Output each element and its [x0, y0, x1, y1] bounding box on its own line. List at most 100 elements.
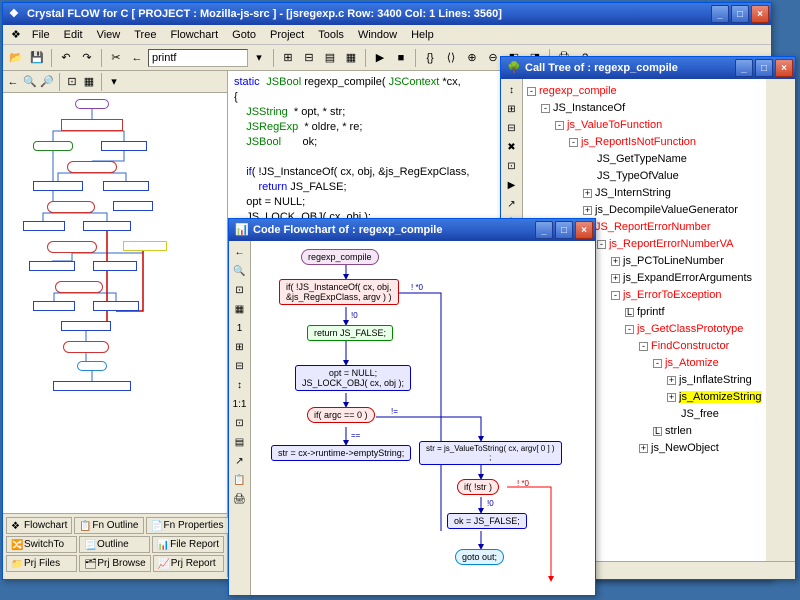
tb-btn-6[interactable]: ■ [391, 48, 411, 68]
ct-sb-7[interactable]: ↗ [503, 195, 521, 213]
fc-block3[interactable]: str = js_ValueToString( cx, argv[ 0 ] ) … [419, 441, 562, 465]
search-dropdown-icon[interactable]: ▾ [249, 48, 269, 68]
fc-sb-14[interactable]: 🖨 [231, 490, 249, 508]
expand-icon[interactable]: L [653, 427, 662, 436]
search-input[interactable]: printf [148, 49, 248, 67]
mini-shape[interactable] [33, 181, 83, 191]
fc-block2[interactable]: str = cx->runtime->emptyString; [271, 445, 411, 461]
tree-node[interactable]: -js_ReportIsNotFunction [527, 134, 762, 151]
ct-sb-3[interactable]: ⊟ [503, 119, 521, 137]
cut-icon[interactable]: ✂ [106, 48, 126, 68]
tree-node[interactable]: +js_DecompileValueGenerator [527, 202, 762, 219]
tab-switchto[interactable]: 🔀SwitchTo [6, 536, 77, 553]
expand-icon[interactable]: - [541, 104, 550, 113]
tree-node[interactable]: JS_GetTypeName [527, 151, 762, 168]
ct-sb-6[interactable]: ▶ [503, 176, 521, 194]
mini-shape[interactable] [53, 381, 131, 391]
undo-icon[interactable]: ↶ [56, 48, 76, 68]
flowchart-canvas[interactable]: regexp_compile if( !JS_InstanceOf( cx, o… [251, 241, 595, 595]
fc-start[interactable]: regexp_compile [301, 249, 379, 265]
mini-shape[interactable] [83, 221, 131, 231]
expand-icon[interactable]: + [611, 257, 620, 266]
tab-outline[interactable]: 📃Outline [79, 536, 150, 553]
expand-icon[interactable]: + [639, 444, 648, 453]
tb-btn-3[interactable]: ▤ [320, 48, 340, 68]
fc-sb-9[interactable]: 1:1 [231, 395, 249, 413]
tree-node[interactable]: -JS_InstanceOf [527, 100, 762, 117]
mini-shape[interactable] [113, 201, 153, 211]
menu-file[interactable]: File [25, 27, 57, 43]
menu-tools[interactable]: Tools [311, 27, 351, 43]
expand-icon[interactable]: + [583, 189, 592, 198]
fc-close-button[interactable]: × [575, 221, 593, 239]
mini-shape[interactable] [47, 241, 97, 253]
back-icon[interactable]: ← [127, 48, 147, 68]
mini-shape[interactable] [101, 141, 147, 151]
dropdown-icon[interactable]: ▾ [106, 74, 122, 90]
mini-shape[interactable] [103, 181, 149, 191]
zoom-out-icon[interactable]: 🔎 [39, 74, 55, 90]
mini-shape[interactable] [93, 301, 139, 311]
open-icon[interactable]: 📂 [6, 48, 26, 68]
fc-cond2[interactable]: if( argc == 0 ) [307, 407, 375, 423]
ct-min-button[interactable]: _ [735, 59, 753, 77]
expand-icon[interactable]: - [653, 359, 662, 368]
mini-shape[interactable] [55, 281, 103, 293]
tb-btn-7[interactable]: {} [420, 48, 440, 68]
menu-flowchart[interactable]: Flowchart [163, 27, 225, 43]
mini-shape[interactable] [77, 361, 107, 371]
mini-shape[interactable] [33, 301, 75, 311]
menu-window[interactable]: Window [351, 27, 404, 43]
fc-sb-13[interactable]: 📋 [231, 471, 249, 489]
mini-shape[interactable] [61, 321, 111, 331]
tree-node[interactable]: -js_ValueToFunction [527, 117, 762, 134]
mini-shape[interactable] [63, 341, 109, 353]
tab-prj-report[interactable]: 📈Prj Report [153, 555, 224, 572]
fit-icon[interactable]: ⊡ [64, 74, 80, 90]
menu-goto[interactable]: Goto [225, 27, 263, 43]
tree-node[interactable]: JS_TypeOfValue [527, 168, 762, 185]
tab-prj-browse[interactable]: 🗂Prj Browse [79, 555, 150, 572]
flowchart-titlebar[interactable]: 📊 Code Flowchart of : regexp_compile _ □… [229, 219, 595, 241]
fc-cond3[interactable]: if( !str ) [457, 479, 499, 495]
expand-icon[interactable]: L [625, 308, 634, 317]
menu-help[interactable]: Help [404, 27, 441, 43]
tb-btn-8[interactable]: ⟨⟩ [441, 48, 461, 68]
tab-fn-outline[interactable]: 📋Fn Outline [74, 517, 143, 534]
mini-shape[interactable] [93, 261, 137, 271]
fc-ret1[interactable]: return JS_FALSE; [307, 325, 393, 341]
ct-sb-1[interactable]: ↕ [503, 81, 521, 99]
tb-btn-5[interactable]: ▶ [370, 48, 390, 68]
expand-icon[interactable]: - [625, 325, 634, 334]
menu-tree[interactable]: Tree [127, 27, 163, 43]
tab-prj-files[interactable]: 📁Prj Files [6, 555, 77, 572]
menu-edit[interactable]: Edit [57, 27, 90, 43]
tab-file-report[interactable]: 📊File Report [152, 536, 224, 553]
save-icon[interactable]: 💾 [27, 48, 47, 68]
nav-back-icon[interactable]: ← [5, 74, 21, 90]
expand-icon[interactable]: + [583, 206, 592, 215]
fc-sb-7[interactable]: ⊟ [231, 357, 249, 375]
mini-shape[interactable] [23, 221, 65, 231]
ct-sb-5[interactable]: ⊡ [503, 157, 521, 175]
ct-sb-2[interactable]: ⊞ [503, 100, 521, 118]
menu-project[interactable]: Project [263, 27, 311, 43]
calltree-titlebar[interactable]: 🌳 Call Tree of : regexp_compile _ □ × [501, 57, 795, 79]
expand-icon[interactable]: - [555, 121, 564, 130]
expand-icon[interactable]: + [667, 393, 676, 402]
minimize-button[interactable]: _ [711, 5, 729, 23]
fc-min-button[interactable]: _ [535, 221, 553, 239]
tab-flowchart[interactable]: ❖Flowchart [6, 517, 72, 534]
overview-flowchart[interactable] [3, 93, 227, 513]
fc-sb-1[interactable]: ← [231, 243, 249, 261]
grid-icon[interactable]: ▦ [81, 74, 97, 90]
tb-btn-9[interactable]: ⊕ [462, 48, 482, 68]
fc-block4[interactable]: ok = JS_FALSE; [447, 513, 527, 529]
mini-shape[interactable] [123, 241, 167, 251]
mini-shape[interactable] [75, 99, 109, 109]
fc-sb-2[interactable]: 🔍 [231, 262, 249, 280]
mini-shape[interactable] [61, 119, 123, 131]
fc-goto[interactable]: goto out; [455, 549, 504, 565]
expand-icon[interactable]: - [611, 291, 620, 300]
fc-max-button[interactable]: □ [555, 221, 573, 239]
